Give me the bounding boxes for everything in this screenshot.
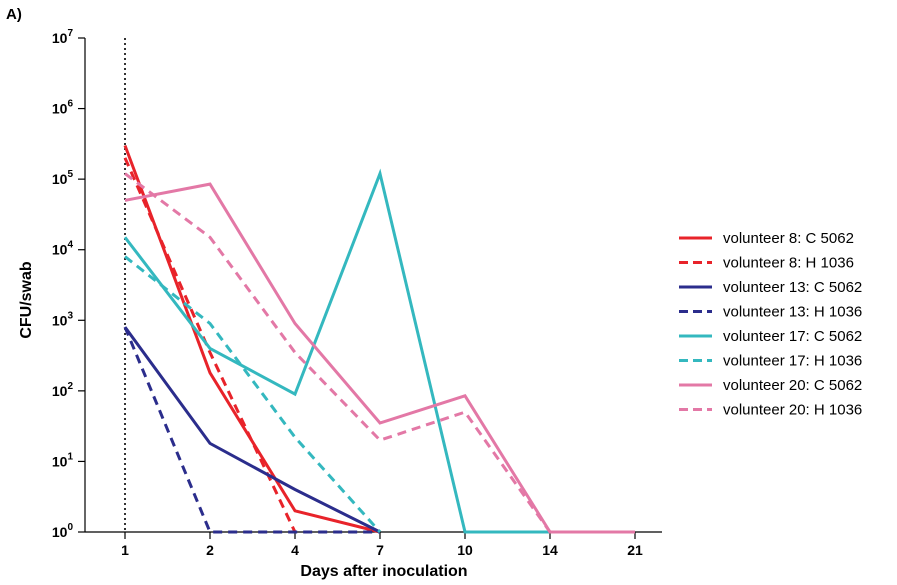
series-line-8 (124, 172, 635, 534)
y-axis-title: CFU/swab (18, 261, 35, 339)
y-tick-label: 104 (52, 240, 74, 258)
x-tick-label: 1 (121, 542, 129, 558)
y-tick-label: 107 (52, 28, 74, 46)
x-tick-label: 4 (291, 542, 299, 558)
x-tick-label: 2 (206, 542, 214, 558)
y-axis: 100 101 102 103 104 105 106 107 (52, 28, 86, 540)
x-tick-label: 7 (376, 542, 384, 558)
panel-label: A) (6, 6, 22, 23)
y-tick-label: 100 (52, 522, 74, 540)
series-line-1 (123, 144, 381, 534)
x-tick-label: 14 (542, 542, 558, 558)
legend-label: volunteer 17: H 1036 (723, 353, 862, 370)
legend-label: volunteer 8: C 5062 (723, 230, 854, 247)
series-line-3 (123, 326, 381, 534)
series-line-6 (124, 255, 382, 534)
series-line-4 (123, 326, 380, 534)
x-tick-label: 10 (457, 542, 473, 558)
legend-label: volunteer 20: C 5062 (723, 377, 862, 394)
y-tick-label: 101 (52, 451, 74, 469)
legend-label: volunteer 17: C 5062 (723, 328, 862, 345)
series-group (123, 144, 635, 534)
series-line-2 (123, 157, 297, 533)
y-tick-label: 102 (52, 381, 74, 399)
x-axis: 1 2 4 7 10 14 21 (85, 531, 662, 558)
legend-label: volunteer 20: H 1036 (723, 402, 862, 419)
y-tick-label: 105 (52, 169, 74, 187)
legend-label: volunteer 13: C 5062 (723, 279, 862, 296)
y-tick-label: 106 (52, 99, 74, 117)
y-tick-label: 103 (52, 310, 74, 328)
legend-label: volunteer 8: H 1036 (723, 255, 854, 272)
legend: volunteer 8: C 5062 volunteer 8: H 1036 vo… (679, 230, 862, 419)
x-axis-title: Days after inoculation (300, 563, 467, 580)
x-tick-label: 21 (627, 542, 643, 558)
series-line-7 (124, 182, 635, 534)
legend-label: volunteer 13: H 1036 (723, 304, 862, 321)
series-line-5 (123, 168, 550, 534)
